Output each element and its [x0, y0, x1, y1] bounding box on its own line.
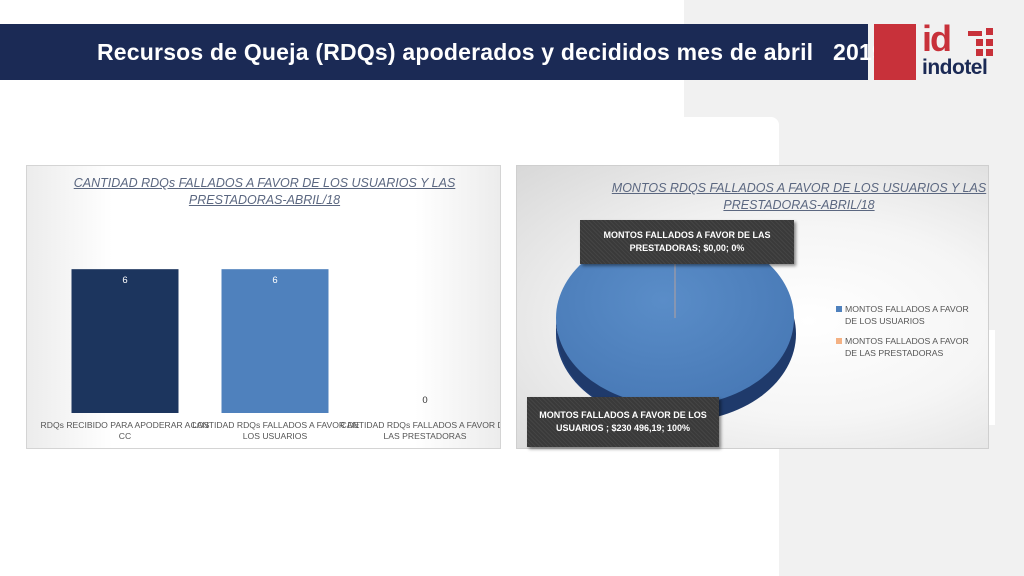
bar-chart: 6 RDQs RECIBIDO PARA APODERAR A LOS CC 6 CAN…: [41, 269, 500, 441]
bar-data-label: 0: [422, 395, 427, 406]
legend-label-prestadoras: MONTOS FALLADOS A FAVOR DE LAS PRESTADOR…: [845, 336, 969, 358]
title-bar: Recursos de Queja (RDQs) apoderados y de…: [0, 24, 885, 80]
legend-swatch-orange: [836, 338, 842, 344]
logo-mark: id: [922, 18, 952, 59]
legend-swatch-blue: [836, 306, 842, 312]
pie-legend: MONTOS FALLADOS A FAVOR DE LOS USUARIOS …: [836, 303, 981, 367]
bar-chart-title: CANTIDAD RDQs FALLADOS A FAVOR DE LOS US…: [73, 176, 456, 207]
pie-callout-usuarios: MONTOS FALLADOS A FAVOR DE LOS USUARIOS …: [527, 397, 719, 447]
logo-grid-icon: [968, 28, 1000, 58]
logo-wordmark: indotel: [922, 56, 988, 79]
panel-edge: [989, 330, 995, 425]
bar-data-label: 6: [272, 275, 277, 286]
legend-item-usuarios: MONTOS FALLADOS A FAVOR DE LOS USUARIOS: [836, 303, 981, 327]
page-title: Recursos de Queja (RDQs) apoderados y de…: [97, 38, 885, 65]
category-label: RDQs RECIBIDO PARA APODERAR A LOS CC: [41, 420, 210, 441]
logo-red-block: [874, 24, 916, 80]
bar-chart-panel: CANTIDAD RDQs FALLADOS A FAVOR DE LOS US…: [26, 165, 501, 449]
bar-2: [221, 269, 329, 413]
pie-chart-title: MONTOS RDQS FALLADOS A FAVOR DE LOS USUA…: [611, 181, 987, 212]
bar-1: [71, 269, 179, 413]
legend-item-prestadoras: MONTOS FALLADOS A FAVOR DE LAS PRESTADOR…: [836, 335, 981, 359]
bar-data-label: 6: [122, 275, 127, 286]
category-label: CANTIDAD RDQs FALLADOS A FAVOR DE LAS PRE…: [341, 420, 500, 441]
pie-chart: [556, 230, 796, 422]
pie-callout-prestadoras: MONTOS FALLADOS A FAVOR DE LAS PRESTADOR…: [580, 220, 794, 264]
legend-label-usuarios: MONTOS FALLADOS A FAVOR DE LOS USUARIOS: [845, 304, 969, 326]
category-label: CANTIDAD RDQs FALLADOS A FAVOR DE LOS USU…: [191, 420, 360, 441]
indotel-logo: id indotel: [922, 18, 1004, 82]
